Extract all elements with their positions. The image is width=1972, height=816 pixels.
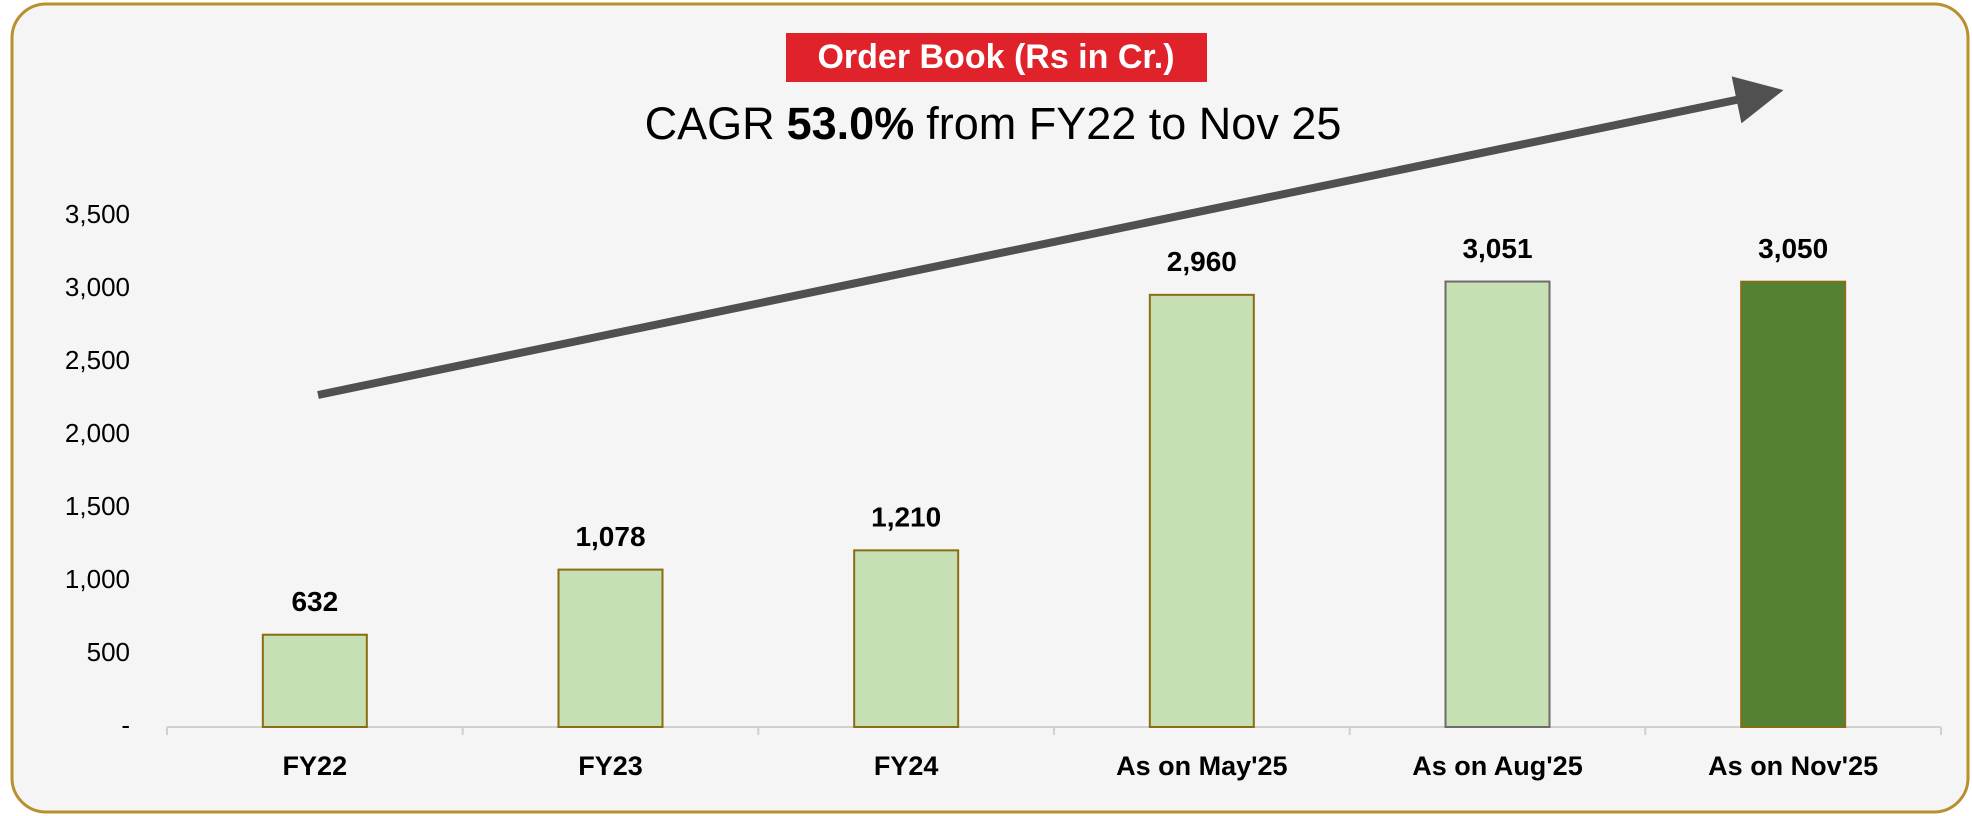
value-label: 2,960 bbox=[1167, 246, 1237, 277]
bar bbox=[1740, 280, 1847, 728]
y-tick-label: 1,000 bbox=[65, 564, 130, 594]
y-tick-label: 1,500 bbox=[65, 491, 130, 521]
x-tick-label: FY23 bbox=[578, 751, 643, 781]
x-tick-label: FY22 bbox=[283, 751, 348, 781]
value-label: 3,051 bbox=[1462, 233, 1532, 264]
x-tick-label: As on Nov'25 bbox=[1708, 751, 1878, 781]
subtitle-part: from FY22 to Nov 25 bbox=[926, 98, 1341, 149]
trend-arrow bbox=[317, 76, 1784, 399]
subtitle-part: 53.0% bbox=[787, 98, 915, 149]
value-label: 632 bbox=[291, 586, 338, 617]
subtitle-part: CAGR bbox=[645, 98, 775, 149]
y-tick-label: 2,000 bbox=[65, 418, 130, 448]
bar bbox=[1148, 293, 1255, 728]
y-tick-label: 3,000 bbox=[65, 272, 130, 302]
y-tick-label: 2,500 bbox=[65, 345, 130, 375]
x-tick-label: As on Aug'25 bbox=[1412, 751, 1582, 781]
bar bbox=[1444, 280, 1551, 728]
bar bbox=[557, 568, 664, 728]
subtitle: CAGR 53.0% from FY22 to Nov 25 bbox=[645, 98, 1342, 149]
value-label: 1,210 bbox=[871, 502, 941, 533]
x-tick-label: FY24 bbox=[874, 751, 939, 781]
title-box bbox=[786, 33, 1207, 82]
y-tick-label: - bbox=[121, 710, 130, 740]
value-label: 1,078 bbox=[575, 521, 645, 552]
bar bbox=[261, 633, 368, 729]
x-tick-label: As on May'25 bbox=[1116, 751, 1287, 781]
bar bbox=[853, 549, 960, 729]
y-tick-label: 500 bbox=[87, 637, 130, 667]
chart-title: Order Book (Rs in Cr.) bbox=[817, 38, 1174, 76]
value-label: 3,050 bbox=[1758, 233, 1828, 264]
y-tick-label: 3,500 bbox=[65, 199, 130, 229]
